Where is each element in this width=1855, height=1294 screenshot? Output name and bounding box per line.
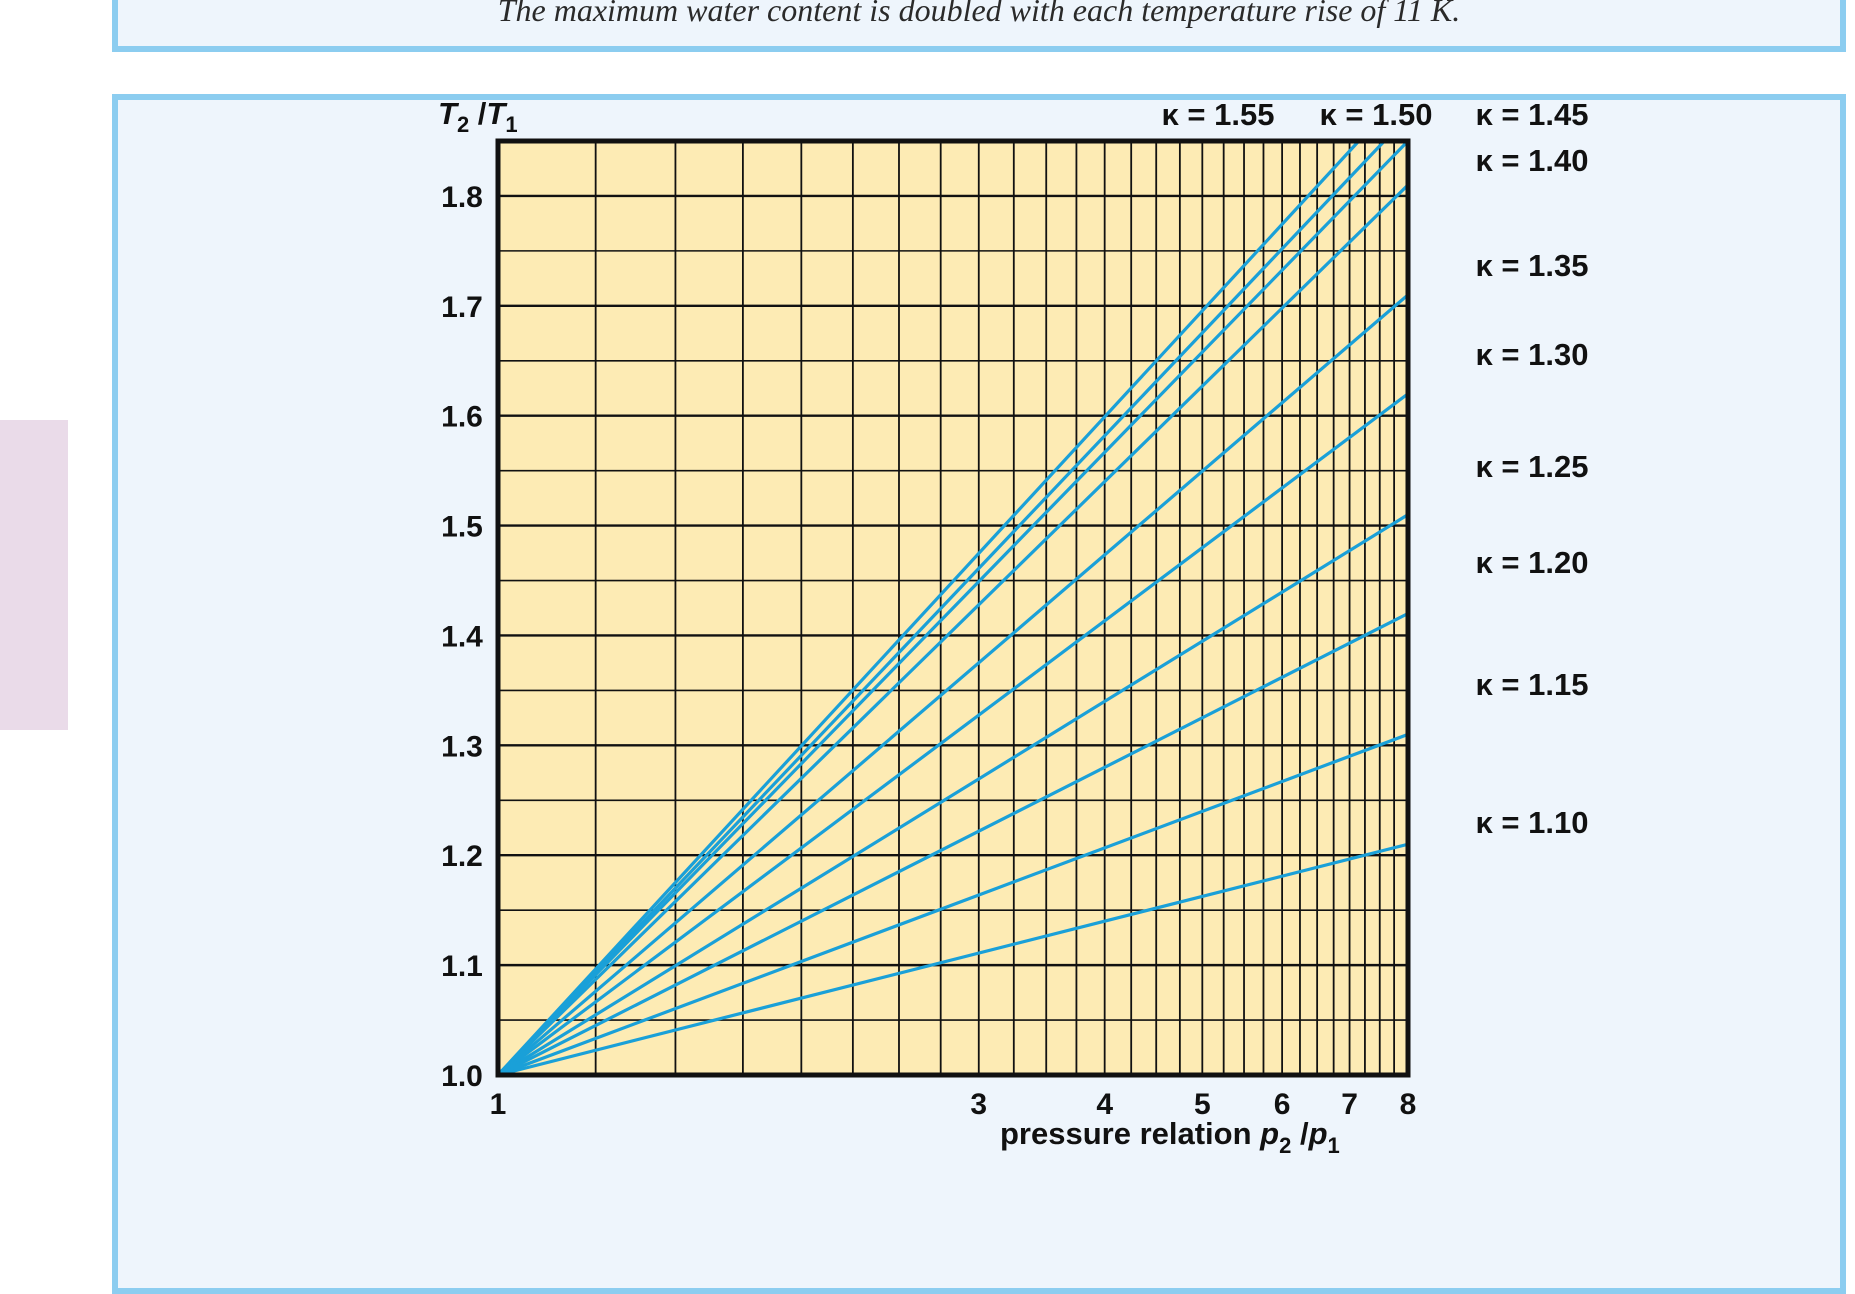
x-axis-title: pressure relation p2 /p1 <box>1000 1116 1340 1158</box>
series-label-4: κ = 1.35 <box>1476 248 1589 283</box>
x-tick-label: 5 <box>1194 1088 1211 1121</box>
x-tick-label: 1 <box>490 1088 507 1121</box>
series-line-8 <box>497 732 1409 1077</box>
y-tick-label: 1.5 <box>441 511 483 544</box>
series-line-4 <box>496 293 1410 1077</box>
x-tick-label: 6 <box>1274 1088 1291 1121</box>
series-label-0: κ = 1.55 <box>1162 100 1275 132</box>
series-line-9 <box>497 842 1409 1077</box>
series-line-0 <box>496 139 1361 1077</box>
chart: 1.0 1.1 1.2 1.3 1.4 1.5 1.6 1.7 1.8 1 3 4 5 6 7 8 T2 /T1… <box>438 100 1589 1158</box>
series-line-5 <box>497 392 1409 1077</box>
caption-box: The maximum water content is doubled wit… <box>112 0 1846 52</box>
caption-text: The maximum water content is doubled wit… <box>497 0 1461 28</box>
y-tick-label: 1.6 <box>441 401 483 434</box>
series-line-1 <box>496 139 1386 1077</box>
series-label-3: κ = 1.40 <box>1476 143 1589 178</box>
y-tick-label: 1.4 <box>441 620 483 653</box>
series-line-2 <box>496 139 1410 1077</box>
chart-panel: 1.0 1.1 1.2 1.3 1.4 1.5 1.6 1.7 1.8 1 3 4 5 6 7 8 T2 /T1… <box>112 94 1846 1294</box>
series-line-7 <box>497 612 1409 1077</box>
series-label-1: κ = 1.50 <box>1320 100 1433 132</box>
series-label-7: κ = 1.20 <box>1476 545 1589 580</box>
series-label-9: κ = 1.10 <box>1476 805 1589 840</box>
series-line-6 <box>497 513 1409 1077</box>
y-tick-label: 1.8 <box>441 181 483 214</box>
series-label-2: κ = 1.45 <box>1476 100 1589 132</box>
y-tick-label: 1.2 <box>441 840 483 873</box>
y-tick-label: 1.0 <box>441 1060 483 1093</box>
y-tick-label: 1.3 <box>441 730 483 763</box>
series-label-6: κ = 1.25 <box>1476 449 1589 484</box>
y-tick-label: 1.1 <box>441 950 483 983</box>
x-tick-label: 7 <box>1341 1088 1358 1121</box>
plot-frame <box>495 138 1411 1078</box>
x-tick-label: 3 <box>970 1088 987 1121</box>
x-tick-label: 8 <box>1400 1088 1417 1121</box>
series-label-5: κ = 1.30 <box>1476 337 1589 372</box>
side-tab <box>0 420 68 730</box>
series-line-3 <box>496 183 1410 1077</box>
y-tick-label: 1.7 <box>441 291 483 324</box>
y-axis-title: T2 /T1 <box>438 100 518 137</box>
x-tick-label: 4 <box>1096 1088 1113 1121</box>
series-label-8: κ = 1.15 <box>1476 667 1589 702</box>
